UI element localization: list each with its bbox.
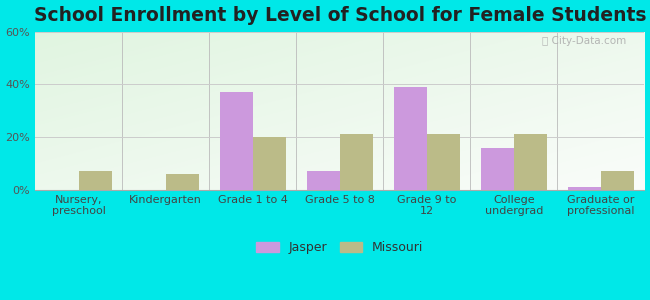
Bar xyxy=(79,171,112,190)
Bar xyxy=(220,92,253,190)
Bar xyxy=(427,134,460,190)
Bar xyxy=(481,148,514,190)
Bar xyxy=(394,87,427,190)
Bar xyxy=(253,137,286,190)
Title: School Enrollment by Level of School for Female Students: School Enrollment by Level of School for… xyxy=(34,6,646,25)
Bar xyxy=(514,134,547,190)
Legend: Jasper, Missouri: Jasper, Missouri xyxy=(251,236,428,260)
Bar xyxy=(601,171,634,190)
Bar xyxy=(307,171,340,190)
Bar xyxy=(340,134,373,190)
Text: ⓘ City-Data.com: ⓘ City-Data.com xyxy=(542,36,626,46)
Bar xyxy=(568,187,601,190)
Bar xyxy=(166,174,199,190)
